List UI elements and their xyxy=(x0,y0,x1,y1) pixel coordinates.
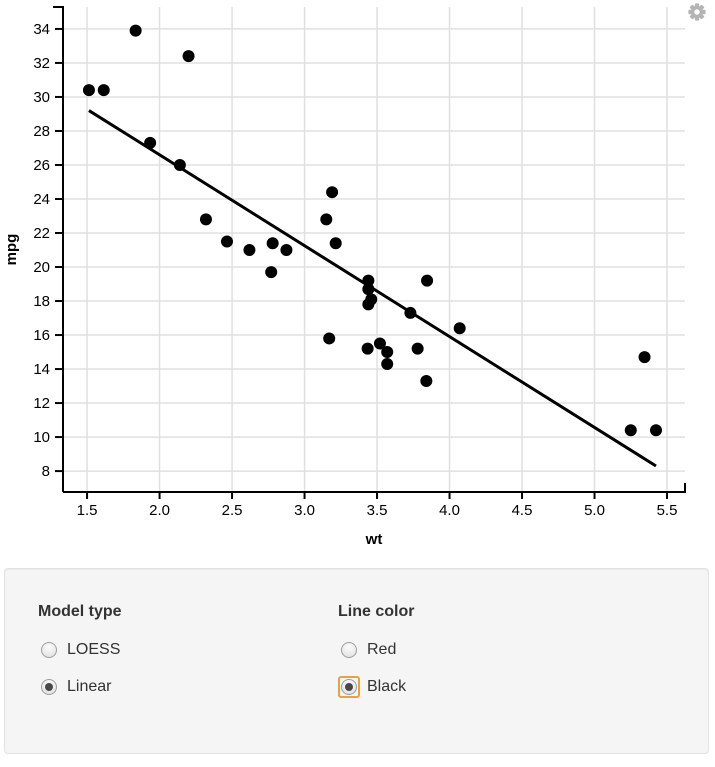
svg-text:34: 34 xyxy=(33,21,50,38)
svg-text:28: 28 xyxy=(33,123,50,140)
radio-icon xyxy=(341,679,357,695)
svg-text:30: 30 xyxy=(33,89,50,106)
svg-text:32: 32 xyxy=(33,55,50,72)
line-color-label: Line color xyxy=(338,603,415,620)
radio-option-black[interactable]: Black xyxy=(338,676,638,698)
model-type-label: Model type xyxy=(38,603,122,620)
scatter-plot-svg: 1.5 2.0 2.5 3.0 3.5 4.0 4.5 5.0 5.5 8 10 12 14 16 18 20… xyxy=(3,6,686,548)
svg-text:2.5: 2.5 xyxy=(222,502,243,519)
svg-text:26: 26 xyxy=(33,157,50,174)
controls-panel: Model type LOESS Linear Line color Red B… xyxy=(4,568,709,754)
trend-line xyxy=(88,109,657,468)
svg-text:10: 10 xyxy=(33,429,50,446)
data-points xyxy=(82,24,663,437)
radio-icon xyxy=(341,642,357,658)
radio-option-red[interactable]: Red xyxy=(338,639,638,661)
svg-text:18: 18 xyxy=(33,293,50,310)
radio-option-label: Red xyxy=(367,641,397,658)
radio-option-label: Linear xyxy=(67,678,112,695)
svg-text:1.5: 1.5 xyxy=(77,502,98,519)
svg-text:5.0: 5.0 xyxy=(584,502,605,519)
svg-text:14: 14 xyxy=(33,361,50,378)
svg-text:4.0: 4.0 xyxy=(439,502,460,519)
radio-icon xyxy=(41,642,57,658)
svg-text:4.5: 4.5 xyxy=(512,502,533,519)
radio-icon xyxy=(41,679,57,695)
svg-text:2.0: 2.0 xyxy=(149,502,170,519)
line-color-group: Line color Red Black xyxy=(338,603,638,753)
svg-text:5.5: 5.5 xyxy=(657,502,678,519)
radio-option-label: LOESS xyxy=(67,641,121,658)
svg-text:3.0: 3.0 xyxy=(294,502,315,519)
gear-icon xyxy=(688,3,706,21)
tick-marks xyxy=(55,27,669,499)
model-type-group: Model type LOESS Linear xyxy=(38,603,338,753)
tick-labels: 1.5 2.0 2.5 3.0 3.5 4.0 4.5 5.0 5.5 8 10 12 14 16 18 20… xyxy=(33,21,677,519)
radio-option-label: Black xyxy=(367,678,407,695)
svg-text:16: 16 xyxy=(33,327,50,344)
svg-text:8: 8 xyxy=(42,463,50,480)
radio-option-loess[interactable]: LOESS xyxy=(38,639,338,661)
y-axis-title: mpg xyxy=(3,234,20,266)
radio-option-linear[interactable]: Linear xyxy=(38,676,338,698)
gridlines xyxy=(63,7,685,492)
svg-text:22: 22 xyxy=(33,225,50,242)
svg-text:24: 24 xyxy=(33,191,50,208)
x-axis-title: wt xyxy=(365,531,383,548)
svg-text:12: 12 xyxy=(33,395,50,412)
plot-output: 1.5 2.0 2.5 3.0 3.5 4.0 4.5 5.0 5.5 8 10 12 14 16 18 20… xyxy=(3,2,707,548)
axes xyxy=(53,6,686,493)
svg-text:3.5: 3.5 xyxy=(367,502,388,519)
svg-text:20: 20 xyxy=(33,259,50,276)
plot-settings-button[interactable] xyxy=(687,2,707,22)
